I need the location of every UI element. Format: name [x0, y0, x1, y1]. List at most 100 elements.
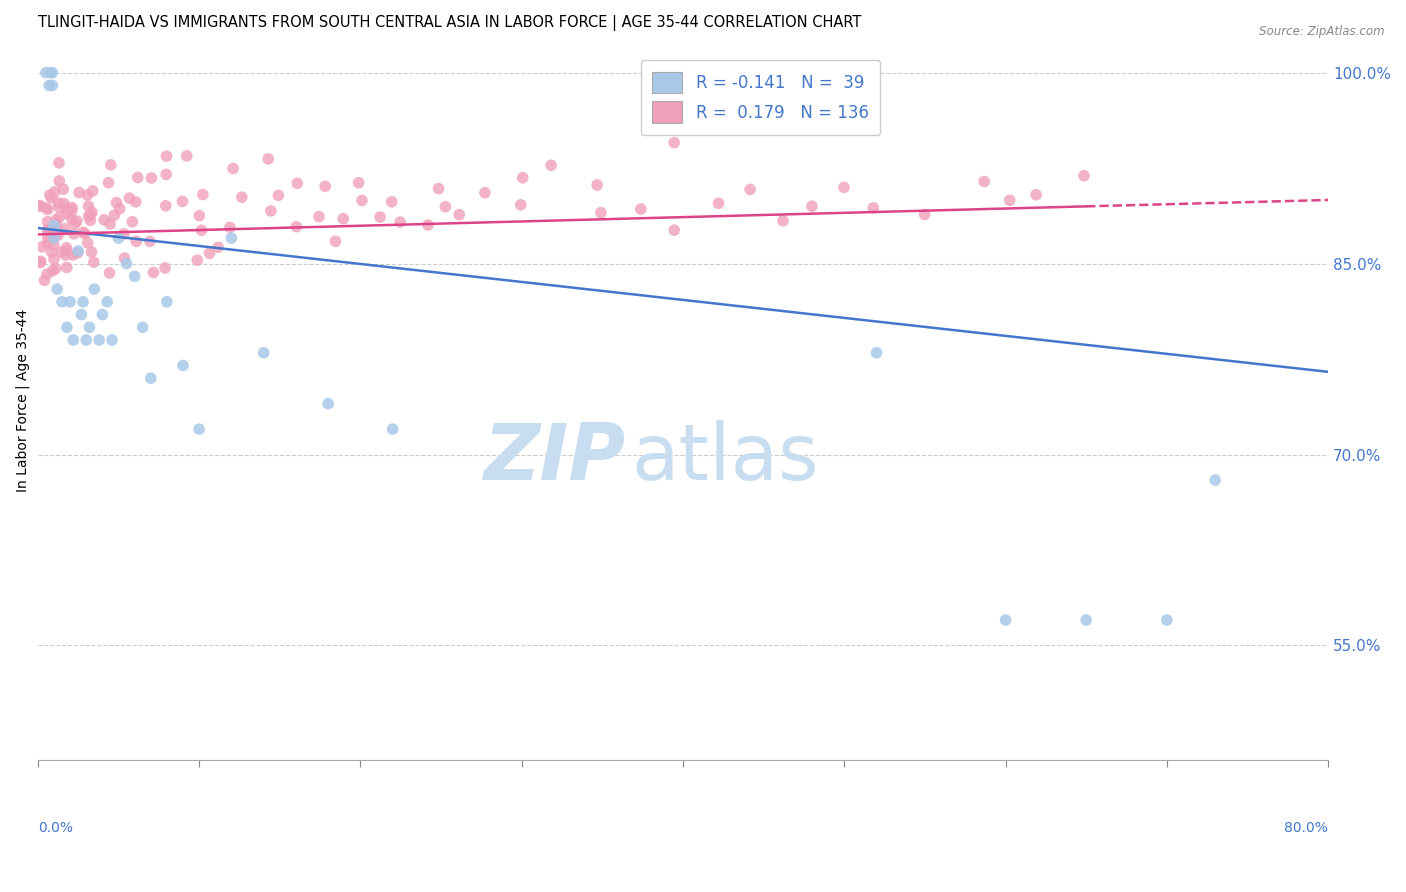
Point — [772, 214, 794, 228]
Point — [257, 152, 280, 166]
Point — [34, 273, 56, 287]
Point — [37, 229, 59, 244]
Point — [73, 227, 96, 241]
Point — [188, 422, 211, 436]
Point — [62, 248, 84, 262]
Point — [108, 202, 131, 216]
Point — [48, 174, 70, 188]
Point — [53, 221, 76, 235]
Point — [42, 231, 65, 245]
Point — [98, 217, 121, 231]
Point — [155, 199, 177, 213]
Point — [42, 238, 65, 252]
Point — [474, 186, 496, 200]
Point — [308, 210, 330, 224]
Point — [56, 207, 79, 221]
Point — [75, 333, 97, 347]
Point — [121, 215, 143, 229]
Point — [87, 333, 110, 347]
Point — [172, 359, 194, 373]
Point — [131, 320, 153, 334]
Point — [77, 210, 100, 224]
Point — [31, 240, 53, 254]
Point — [28, 198, 51, 212]
Point — [30, 254, 52, 268]
Point — [124, 269, 146, 284]
Point — [67, 186, 90, 200]
Point — [55, 241, 77, 255]
Point — [1076, 613, 1098, 627]
Point — [55, 202, 77, 216]
Point — [509, 198, 531, 212]
Point — [96, 294, 118, 309]
Point — [664, 223, 686, 237]
Point — [998, 194, 1021, 208]
Point — [114, 251, 136, 265]
Point — [55, 244, 77, 258]
Point — [48, 210, 70, 224]
Point — [38, 78, 60, 93]
Text: ZIP: ZIP — [482, 420, 624, 496]
Point — [37, 224, 59, 238]
Point — [82, 184, 104, 198]
Text: atlas: atlas — [631, 420, 818, 496]
Point — [125, 194, 148, 209]
Legend: R = -0.141   N =  39, R =  0.179   N = 136: R = -0.141 N = 39, R = 0.179 N = 136 — [641, 60, 880, 135]
Point — [381, 422, 404, 436]
Point — [42, 252, 65, 266]
Point — [427, 181, 450, 195]
Point — [368, 210, 391, 224]
Point — [79, 213, 101, 227]
Point — [77, 199, 100, 213]
Point — [198, 246, 221, 260]
Point — [48, 156, 70, 170]
Point — [141, 171, 163, 186]
Point — [35, 66, 58, 80]
Point — [60, 203, 83, 218]
Point — [862, 201, 884, 215]
Point — [59, 294, 82, 309]
Point — [172, 194, 194, 209]
Point — [83, 255, 105, 269]
Point — [44, 185, 66, 199]
Point — [44, 226, 66, 240]
Point — [449, 208, 471, 222]
Point — [207, 240, 229, 254]
Point — [832, 180, 855, 194]
Point — [186, 253, 208, 268]
Point — [1073, 169, 1095, 183]
Point — [1204, 473, 1226, 487]
Point — [91, 308, 114, 322]
Point — [1156, 613, 1178, 627]
Point — [70, 308, 93, 322]
Point — [176, 149, 198, 163]
Point — [316, 397, 339, 411]
Point — [80, 245, 103, 260]
Point — [630, 202, 652, 216]
Text: 0.0%: 0.0% — [38, 822, 73, 835]
Point — [540, 158, 562, 172]
Point — [44, 230, 66, 244]
Point — [381, 194, 404, 209]
Y-axis label: In Labor Force | Age 35-44: In Labor Force | Age 35-44 — [15, 309, 30, 492]
Point — [37, 215, 59, 229]
Point — [100, 158, 122, 172]
Point — [38, 188, 60, 202]
Point — [347, 176, 370, 190]
Point — [285, 219, 308, 234]
Point — [45, 212, 67, 227]
Point — [30, 255, 52, 269]
Text: Source: ZipAtlas.com: Source: ZipAtlas.com — [1260, 25, 1385, 38]
Point — [103, 208, 125, 222]
Text: TLINGIT-HAIDA VS IMMIGRANTS FROM SOUTH CENTRAL ASIA IN LABOR FORCE | AGE 35-44 C: TLINGIT-HAIDA VS IMMIGRANTS FROM SOUTH C… — [38, 15, 862, 31]
Point — [865, 345, 887, 359]
Point — [97, 176, 120, 190]
Point — [37, 235, 59, 250]
Point — [115, 257, 138, 271]
Point — [51, 244, 73, 259]
Point — [589, 205, 612, 219]
Point — [153, 260, 176, 275]
Point — [41, 191, 63, 205]
Point — [914, 207, 936, 221]
Point — [41, 264, 63, 278]
